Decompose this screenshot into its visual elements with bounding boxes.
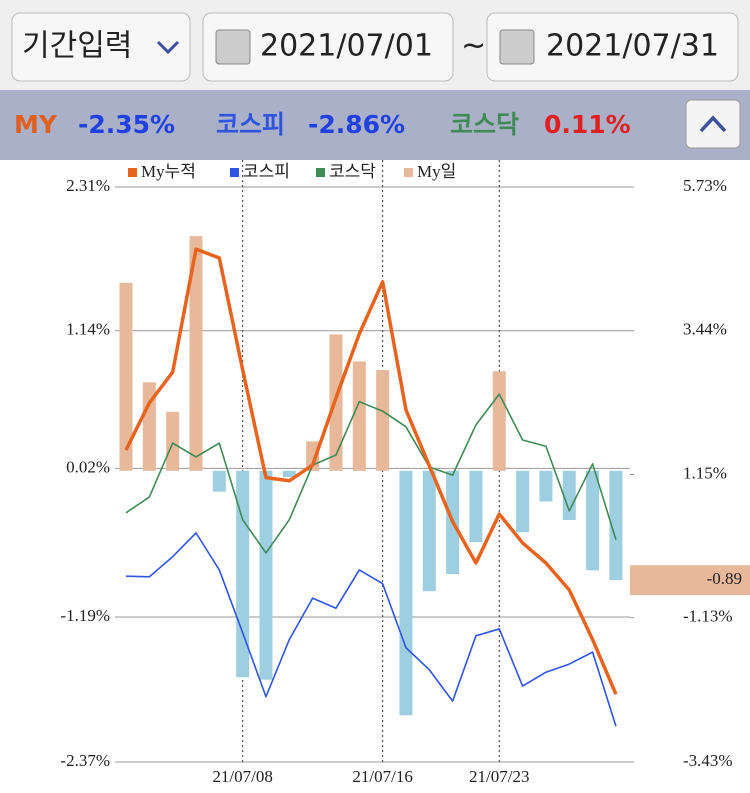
bar: [166, 411, 180, 471]
y-tick-label: 1.14%: [66, 320, 110, 339]
summary-value: 0.11%: [544, 110, 631, 139]
legend-marker: [404, 168, 413, 177]
y2-tick-label: -1.13%: [683, 607, 733, 626]
bar: [259, 470, 273, 680]
calendar-icon: [215, 29, 251, 65]
summary-name: 코스닥: [450, 110, 519, 139]
bar: [492, 371, 506, 471]
bar: [376, 370, 390, 471]
y2-tick-label: 1.15%: [683, 463, 727, 482]
bar: [516, 470, 530, 533]
period-label: 기간입력: [22, 29, 132, 64]
legend-label: My일: [417, 162, 456, 181]
line: [125, 532, 617, 727]
y2-tick-label: -3.43%: [683, 751, 733, 770]
start-date-button[interactable]: [202, 12, 454, 82]
collapse-icon: [699, 115, 727, 133]
legend-label: 코스닥: [329, 162, 376, 181]
bar: [469, 470, 483, 543]
period-button[interactable]: [11, 12, 191, 82]
y-tick-label: -1.19%: [60, 606, 110, 625]
y-tick-label: 2.31%: [66, 176, 110, 195]
y2-tick-label: 5.73%: [683, 176, 727, 195]
summary-value: -2.86%: [308, 110, 405, 139]
x-tick-label: 21/07/08: [212, 767, 272, 786]
line: [125, 393, 617, 554]
calendar-icon: [499, 29, 535, 65]
legend-label: My누적: [141, 162, 196, 181]
bar: [352, 361, 366, 471]
last-value-label: -0.89: [707, 569, 742, 588]
legend-marker: [230, 168, 239, 177]
bar: [539, 470, 553, 502]
last-value-box: [630, 565, 750, 596]
summary-bar: [0, 90, 750, 160]
x-tick-label: 21/07/23: [469, 767, 529, 786]
bar: [399, 470, 413, 716]
bar: [282, 470, 296, 477]
start-date: 2021/07/01: [260, 29, 433, 64]
separator: ~: [461, 29, 486, 64]
bar: [119, 282, 133, 471]
bar: [586, 470, 600, 571]
end-date-button[interactable]: [486, 12, 739, 82]
dropdown-icon: [156, 40, 180, 55]
bar: [562, 470, 576, 520]
bar: [142, 382, 156, 471]
y2-tick-label: 3.44%: [683, 320, 727, 339]
summary-name: 코스피: [216, 110, 285, 139]
legend-label: 코스피: [243, 162, 290, 181]
collapse-button[interactable]: [685, 99, 741, 149]
summary-name: MY: [14, 110, 58, 139]
summary-value: -2.35%: [78, 110, 175, 139]
legend-marker: [316, 168, 325, 177]
line: [124, 247, 618, 695]
chart-area: [0, 160, 750, 789]
bar: [212, 470, 226, 492]
end-date: 2021/07/31: [546, 29, 719, 64]
legend-marker: [128, 168, 137, 177]
x-tick-label: 21/07/16: [352, 767, 412, 786]
bar: [609, 470, 623, 581]
bar: [422, 470, 436, 592]
bar: [189, 236, 203, 471]
y-tick-label: -2.37%: [60, 751, 110, 770]
y-tick-label: 0.02%: [66, 457, 110, 476]
